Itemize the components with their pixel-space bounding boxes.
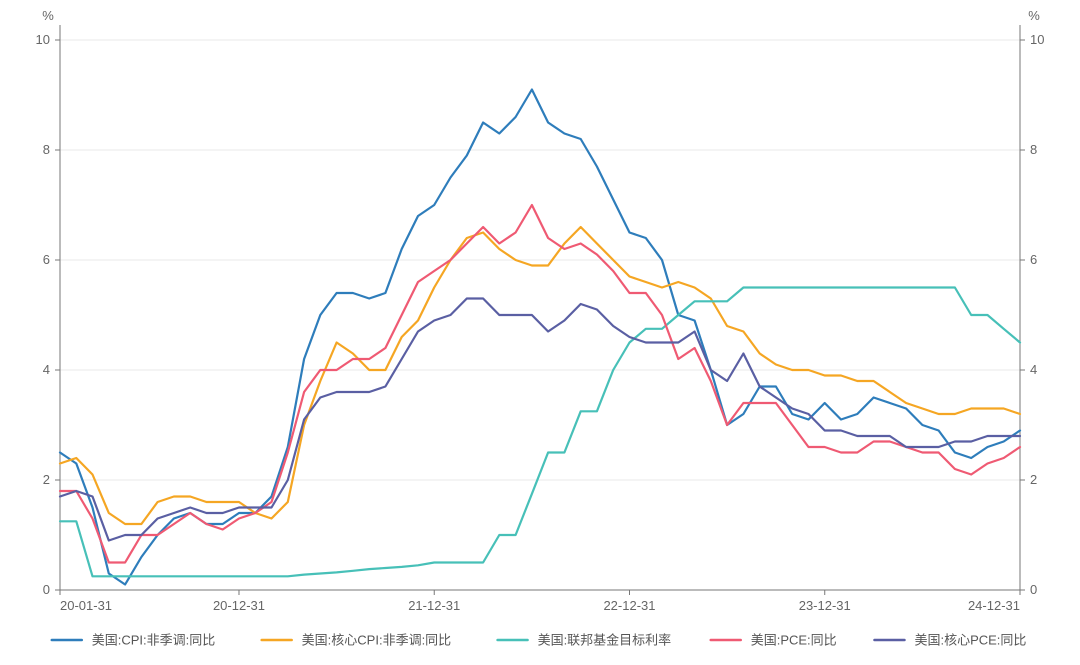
- legend-label: 美国:联邦基金目标利率: [538, 633, 672, 648]
- y-tick-label: 8: [43, 142, 50, 157]
- y-tick-label: 8: [1030, 142, 1037, 157]
- y-tick-label: 2: [1030, 472, 1037, 487]
- legend-label: 美国:核心PCE:同比: [914, 633, 1026, 648]
- y-tick-label: 6: [43, 252, 50, 267]
- legend-label: 美国:CPI:非季调:同比: [92, 633, 216, 648]
- legend-label: 美国:核心CPI:非季调:同比: [302, 633, 452, 648]
- y-tick-label: 4: [43, 362, 50, 377]
- legend: 美国:CPI:非季调:同比 美国:核心CPI:非季调:同比 美国:联邦基金目标利率 美…: [52, 633, 1027, 648]
- x-tick-label: 21-12-31: [408, 598, 460, 613]
- y-tick-label: 0: [43, 582, 50, 597]
- y-tick-label: 0: [1030, 582, 1037, 597]
- inflation-chart: 0 2 4 6 8 10 0 2 4 6 8 10%% 20-01-31 20-12-31 21-12-31…: [0, 0, 1080, 665]
- x-tick-label: 23-12-31: [799, 598, 851, 613]
- y-tick-label: 4: [1030, 362, 1037, 377]
- series-cpi: [60, 90, 1020, 585]
- y-tick-label: 2: [43, 472, 50, 487]
- y-ticks-left: 0 2 4 6 8 10: [36, 32, 50, 597]
- chart-svg: 0 2 4 6 8 10 0 2 4 6 8 10%% 20-01-31 20-12-31 21-12-31…: [0, 0, 1080, 665]
- series-fed_funds: [60, 288, 1020, 577]
- y-tick-label: 10: [36, 32, 50, 47]
- legend-label: 美国:PCE:同比: [751, 633, 837, 648]
- y-unit-left: %: [42, 8, 54, 23]
- series-core_cpi: [60, 227, 1020, 524]
- y-ticks-right: 0 2 4 6 8 10: [1030, 32, 1044, 597]
- y-tick-label: 10: [1030, 32, 1044, 47]
- series-group: [60, 90, 1020, 585]
- x-tick-label: 20-01-31: [60, 598, 112, 613]
- x-tick-label: 20-12-31: [213, 598, 265, 613]
- gridlines: [55, 40, 1025, 590]
- series-core_pce: [60, 299, 1020, 541]
- y-unit-right: %: [1028, 8, 1040, 23]
- x-tick-label: 24-12-31: [968, 598, 1020, 613]
- x-ticks: 20-01-31 20-12-31 21-12-31 22-12-31 23-12-31…: [60, 590, 1020, 613]
- y-tick-label: 6: [1030, 252, 1037, 267]
- x-tick-label: 22-12-31: [603, 598, 655, 613]
